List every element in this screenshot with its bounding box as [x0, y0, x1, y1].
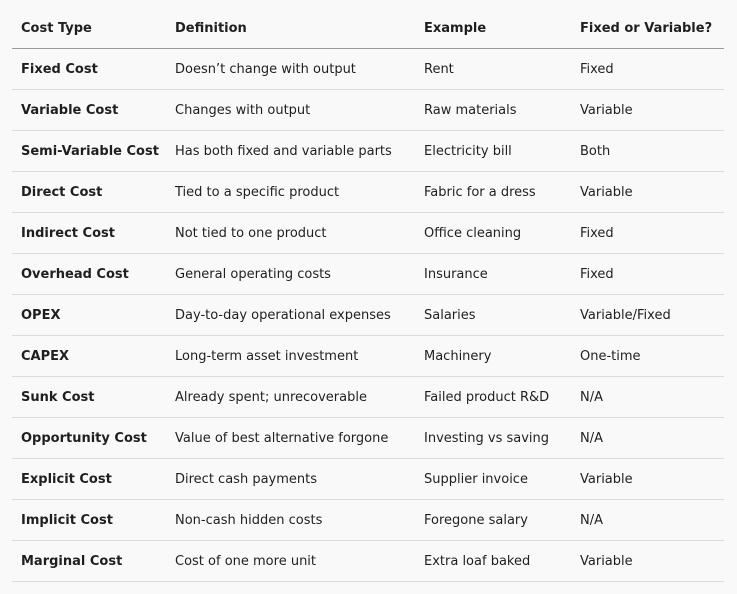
fixed-or-variable-cell: Fixed [571, 212, 724, 254]
table-row: Direct Cost Tied to a specific product Fab… [12, 171, 724, 213]
definition-cell: Direct cash payments [166, 458, 415, 500]
fixed-or-variable-cell: Variable [571, 458, 724, 500]
example-cell: Supplier invoice [415, 458, 571, 500]
example-cell: Insurance [415, 253, 571, 295]
table-row: Implicit Cost Non-cash hidden costs Forego… [12, 499, 724, 541]
table-row: Indirect Cost Not tied to one product Offi… [12, 212, 724, 254]
fixed-or-variable-cell: N/A [571, 499, 724, 541]
definition-cell: Changes with output [166, 89, 415, 131]
cost-type-cell: OPEX [12, 294, 166, 336]
example-cell: Extra loaf baked [415, 540, 571, 582]
fixed-or-variable-cell: One-time [571, 335, 724, 377]
example-cell: Machinery [415, 335, 571, 377]
table-row: Opportunity Cost Value of best alternativ… [12, 417, 724, 459]
fixed-or-variable-cell: N/A [571, 417, 724, 459]
example-cell: Fabric for a dress [415, 171, 571, 213]
header-cost-type: Cost Type [12, 8, 166, 49]
example-cell: Failed product R&D [415, 376, 571, 418]
cost-type-cell: Overhead Cost [12, 253, 166, 295]
table-row: Overhead Cost General operating costs Insu… [12, 253, 724, 295]
definition-cell: Doesn’t change with output [166, 48, 415, 90]
table-row: Sunk Cost Already spent; unrecoverable Fai… [12, 376, 724, 418]
definition-cell: Already spent; unrecoverable [166, 376, 415, 418]
example-cell: Foregone salary [415, 499, 571, 541]
table-row: Variable Cost Changes with output Raw mate… [12, 89, 724, 131]
example-cell: Raw materials [415, 89, 571, 131]
cost-type-cell: Direct Cost [12, 171, 166, 213]
definition-cell: Has both fixed and variable parts [166, 130, 415, 172]
cost-type-cell: Sunk Cost [12, 376, 166, 418]
cost-types-table: Cost Type Definition Example Fixed or Va… [12, 8, 724, 582]
example-cell: Office cleaning [415, 212, 571, 254]
header-example: Example [415, 8, 571, 49]
table-row: Marginal Cost Cost of one more unit Extra … [12, 540, 724, 582]
fixed-or-variable-cell: Variable [571, 540, 724, 582]
table-header: Cost Type Definition Example Fixed or Va… [12, 8, 724, 49]
definition-cell: Day-to-day operational expenses [166, 294, 415, 336]
cost-type-cell: CAPEX [12, 335, 166, 377]
example-cell: Rent [415, 48, 571, 90]
table-row: OPEX Day-to-day operational expenses Salar… [12, 294, 724, 336]
table-row: Explicit Cost Direct cash payments Supplie… [12, 458, 724, 500]
header-fixed-or-variable: Fixed or Variable? [571, 8, 724, 49]
example-cell: Salaries [415, 294, 571, 336]
cost-type-cell: Fixed Cost [12, 48, 166, 90]
fixed-or-variable-cell: Fixed [571, 253, 724, 295]
fixed-or-variable-cell: N/A [571, 376, 724, 418]
example-cell: Investing vs saving [415, 417, 571, 459]
cost-type-cell: Opportunity Cost [12, 417, 166, 459]
definition-cell: Non-cash hidden costs [166, 499, 415, 541]
table-body: Fixed Cost Doesn’t change with output Rent… [12, 48, 724, 582]
header-definition: Definition [166, 8, 415, 49]
definition-cell: Tied to a specific product [166, 171, 415, 213]
fixed-or-variable-cell: Variable [571, 171, 724, 213]
fixed-or-variable-cell: Variable/Fixed [571, 294, 724, 336]
cost-type-cell: Implicit Cost [12, 499, 166, 541]
fixed-or-variable-cell: Fixed [571, 48, 724, 90]
cost-types-table-container: Cost Type Definition Example Fixed or Va… [12, 8, 724, 582]
cost-type-cell: Semi-Variable Cost [12, 130, 166, 172]
definition-cell: Value of best alternative forgone [166, 417, 415, 459]
cost-type-cell: Explicit Cost [12, 458, 166, 500]
cost-type-cell: Indirect Cost [12, 212, 166, 254]
definition-cell: Long-term asset investment [166, 335, 415, 377]
table-row: Fixed Cost Doesn’t change with output Rent… [12, 48, 724, 90]
table-row: Semi-Variable Cost Has both fixed and var… [12, 130, 724, 172]
definition-cell: General operating costs [166, 253, 415, 295]
example-cell: Electricity bill [415, 130, 571, 172]
fixed-or-variable-cell: Both [571, 130, 724, 172]
fixed-or-variable-cell: Variable [571, 89, 724, 131]
definition-cell: Not tied to one product [166, 212, 415, 254]
cost-type-cell: Variable Cost [12, 89, 166, 131]
cost-type-cell: Marginal Cost [12, 540, 166, 582]
table-row: CAPEX Long-term asset investment Machinery… [12, 335, 724, 377]
header-row: Cost Type Definition Example Fixed or Va… [12, 8, 724, 49]
definition-cell: Cost of one more unit [166, 540, 415, 582]
